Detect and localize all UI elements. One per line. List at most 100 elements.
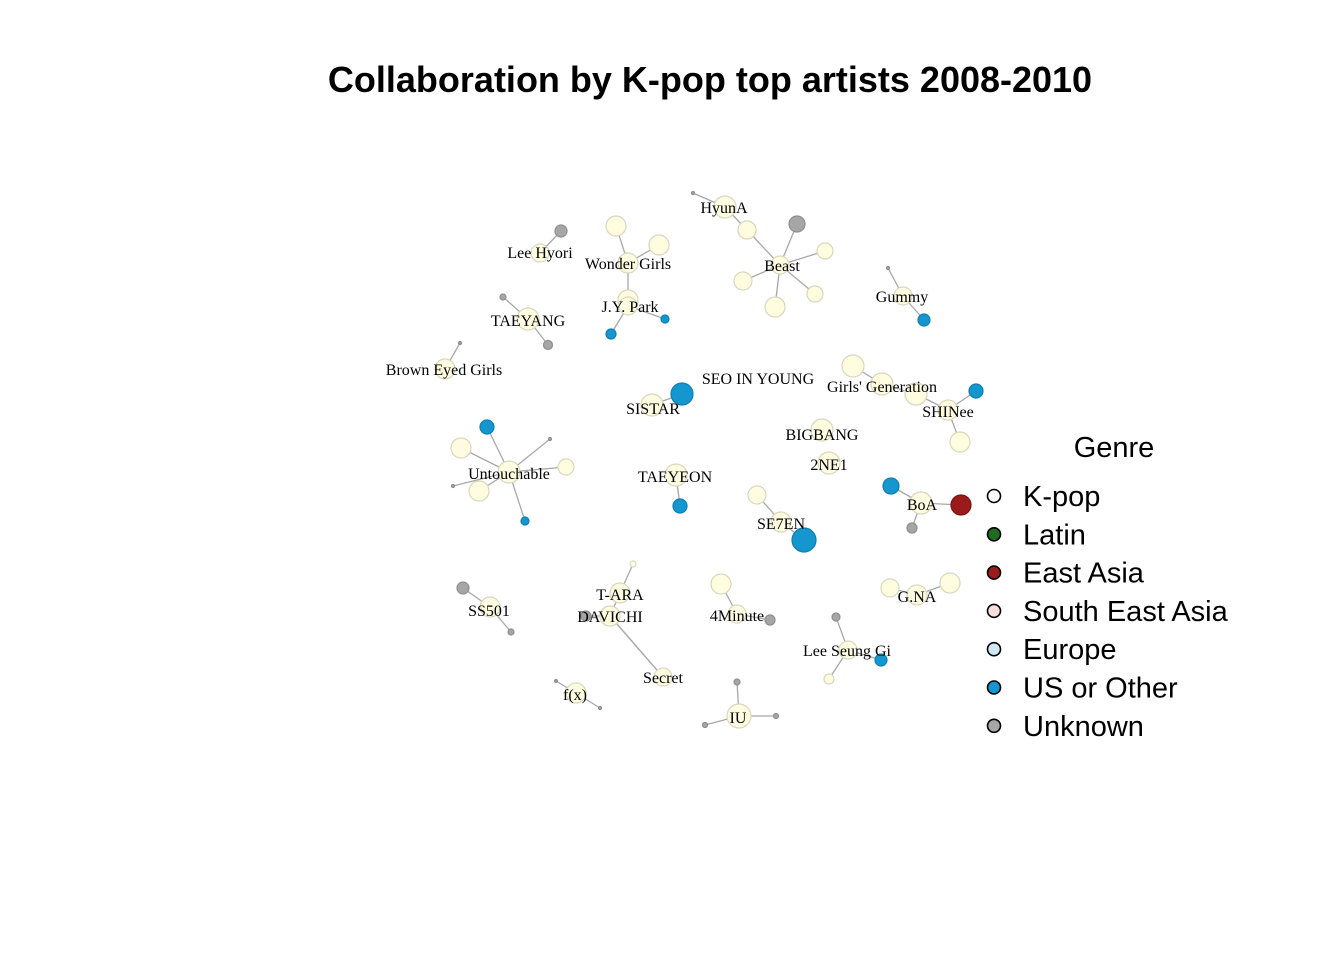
node-circle [882,477,900,495]
node-circle [450,437,472,459]
node-circle [733,678,741,686]
node-circle [950,494,972,516]
labels-layer: HyunA Lee Hyori Wonder Girls Beast Gummy J.Y.… [386,200,974,727]
node-circle [909,491,933,515]
node-label: BIGBANG [786,427,859,444]
legend-swatch [986,526,1002,542]
node-label: 4Minute [710,608,764,625]
node-circle [874,653,888,667]
node-circle [870,372,894,396]
node-label: IU [730,710,747,727]
node-circle [648,234,670,256]
node-circle [764,614,776,626]
node-circle [670,382,694,406]
legend: Genre K-pop Latin East Asia South East Asia… [986,432,1229,743]
node-circle [747,485,767,505]
node-circle [885,265,891,271]
node-label: f(x) [563,687,587,704]
node-circle [772,712,780,720]
legend-label: US or Other [1023,673,1178,705]
node-label: 2NE1 [810,457,847,474]
legend-swatch [986,680,1002,695]
node-label: J.Y. Park [601,299,658,316]
legend-label: Latin [1023,519,1086,551]
node-circle [530,243,550,263]
node-circle [479,419,495,435]
node-label: G.NA [898,589,937,606]
legend-swatch [986,488,1002,504]
node-circle [904,382,928,406]
node-circle [701,721,709,729]
legend-title: Genre [1074,432,1155,464]
node-circle [565,682,587,704]
node-circle [823,673,835,685]
nodes-layer [434,190,984,729]
legend-label: K-pop [1023,481,1100,513]
node-circle [939,572,961,594]
node-circle [713,195,737,219]
node-circle [609,582,631,604]
node-circle [479,596,501,618]
node-label: Wonder Girls [585,256,671,273]
legend-swatch [986,718,1002,734]
node-circle [520,516,530,526]
node-circle [597,705,603,711]
node-label: Untouchable [468,466,550,483]
legend-label: East Asia [1023,558,1145,590]
node-circle [806,285,824,303]
node-circle [937,399,959,421]
node-circle [468,480,490,502]
node-label: DAVICHI [577,609,642,626]
node-circle [727,604,747,624]
node-label: SHINee [922,404,974,421]
node-circle [499,293,507,301]
node-label: SISTAR [626,401,680,418]
node-circle [516,307,540,331]
node-label: Brown Eyed Girls [386,362,502,379]
node-circle [599,605,621,627]
node-circle [690,190,696,196]
node-label: SS501 [468,603,510,620]
node-circle [770,255,790,275]
node-label: Lee Seung Gi [803,643,892,660]
node-circle [764,296,786,318]
node-circle [906,522,918,534]
node-circle [456,581,470,595]
node-circle [497,460,521,484]
node-circle [810,418,834,442]
node-circle [629,560,637,568]
node-label: Gummy [876,289,928,306]
node-circle [605,328,617,340]
node-circle [917,313,931,327]
legend-label: Unknown [1023,711,1144,743]
node-circle [831,612,841,622]
node-circle [553,678,559,684]
node-circle [816,242,834,260]
node-circle [770,511,792,533]
node-circle [507,628,515,636]
legend-label: South East Asia [1023,596,1229,628]
node-circle [906,584,928,606]
node-label: Girls' Generation [827,379,937,396]
node-circle [880,578,900,598]
legend-swatch [986,603,1002,619]
node-label: HyunA [700,200,748,217]
node-label: Secret [643,670,684,687]
edges-layer [444,192,977,726]
node-circle [791,527,817,553]
node-circle [672,498,688,514]
node-circle [737,220,757,240]
edge-line [609,615,664,678]
node-circle [893,286,913,306]
node-circle [710,573,732,595]
node-circle [457,340,463,346]
node-label: Lee Hyori [507,245,573,262]
node-label: BoA [907,497,938,514]
node-label: SE7EN [757,516,805,533]
legend-swatch [986,565,1002,580]
node-label: TAEYEON [638,469,713,486]
node-circle [557,458,575,476]
node-circle [733,271,753,291]
node-circle [547,436,553,442]
